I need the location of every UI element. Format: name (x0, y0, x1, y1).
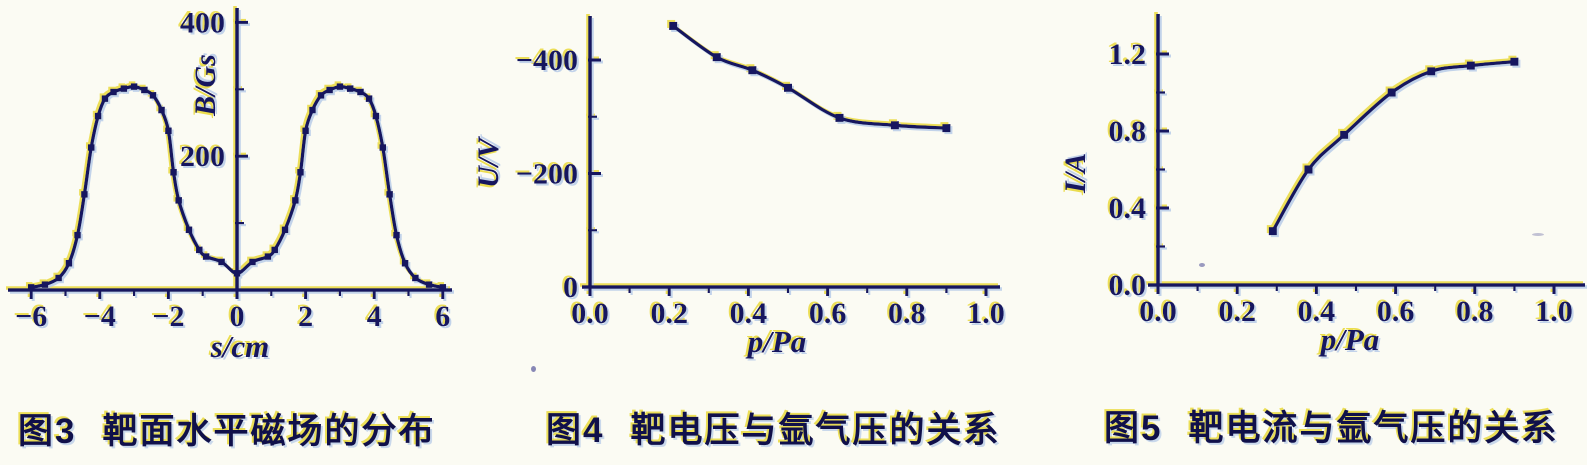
svg-text:0.4: 0.4 (1298, 295, 1336, 328)
svg-text:−2: −2 (152, 300, 184, 333)
figure-4-panel: 0.0 0.2 0.4 0.6 0.8 1.0 0 −200 −400 U/V p/Pa 图4 靶… (470, 0, 1050, 465)
svg-text:0.8: 0.8 (888, 297, 926, 330)
svg-text:200: 200 (180, 140, 225, 173)
svg-text:0.4: 0.4 (1109, 192, 1147, 225)
svg-text:0.6: 0.6 (809, 297, 847, 330)
fig3-caption: 图3 靶面水平磁场的分布 (18, 403, 435, 454)
fig5-caption-title: 靶电流与氩气压的关系 (1188, 409, 1559, 448)
fig3-x-axis-label: s/cm (210, 329, 270, 364)
svg-text:2: 2 (298, 300, 313, 333)
svg-text:1.0: 1.0 (1535, 295, 1573, 328)
svg-text:−400: −400 (516, 44, 578, 77)
figure-3-panel: −6 −4 −2 0 2 4 6 200 400 B/Gs s/cm 图3 靶面水平磁场的分布 (0, 0, 470, 465)
fig3-caption-number: 图3 (18, 412, 77, 451)
scan-speck (1199, 263, 1205, 267)
fig4-caption: 图4 靶电压与氩气压的关系 (546, 402, 1000, 453)
fig4-x-axis-label: p/Pa (747, 324, 807, 359)
svg-text:0.2: 0.2 (650, 297, 688, 330)
svg-text:0.4: 0.4 (730, 297, 768, 330)
fig3-caption-title: 靶面水平磁场的分布 (102, 412, 436, 451)
scan-speck (1532, 233, 1544, 236)
scan-speck (531, 366, 536, 372)
fig5-y-axis-label: I/A (1059, 152, 1092, 194)
fig4-caption-number: 图4 (546, 411, 605, 450)
svg-text:6: 6 (435, 300, 450, 333)
svg-text:0.6: 0.6 (1377, 295, 1415, 328)
fig4-caption-title: 靶电压与氩气压的关系 (630, 411, 1001, 450)
svg-text:−6: −6 (15, 300, 47, 333)
svg-text:−4: −4 (84, 300, 116, 333)
svg-text:0.8: 0.8 (1456, 295, 1494, 328)
svg-text:0.0: 0.0 (571, 297, 609, 330)
fig5-target-current-plot: 0.0 0.2 0.4 0.6 0.8 1.0 0.0 0.4 0.8 1.2 (1109, 14, 1585, 328)
svg-text:0.0: 0.0 (1139, 295, 1177, 328)
fig4-y-axis-label: U/V (472, 138, 505, 189)
svg-text:0.8: 0.8 (1109, 115, 1147, 148)
svg-text:0.2: 0.2 (1218, 295, 1256, 328)
svg-text:4: 4 (367, 300, 382, 333)
svg-text:0: 0 (230, 300, 245, 333)
fig3-y-axis-label: B/Gs (189, 54, 222, 116)
svg-text:400: 400 (180, 6, 225, 39)
svg-text:0: 0 (563, 271, 578, 304)
fig5-caption-number: 图5 (1104, 409, 1163, 448)
fig5-caption: 图5 靶电流与氩气压的关系 (1104, 400, 1558, 451)
svg-text:1.0: 1.0 (967, 297, 1005, 330)
svg-text:1.2: 1.2 (1109, 38, 1147, 71)
fig5-x-axis-label: p/Pa (1320, 322, 1380, 357)
svg-text:−200: −200 (516, 158, 578, 191)
fig3-magnetic-field-plot: −6 −4 −2 0 2 4 6 200 400 (8, 6, 452, 333)
figure-5-panel: 0.0 0.2 0.4 0.6 0.8 1.0 0.0 0.4 0.8 1.2 I/A p/Pa … (1040, 0, 1587, 465)
fig4-target-voltage-plot: 0.0 0.2 0.4 0.6 0.8 1.0 0 −200 −400 (516, 16, 1005, 330)
svg-text:0.0: 0.0 (1109, 269, 1147, 302)
